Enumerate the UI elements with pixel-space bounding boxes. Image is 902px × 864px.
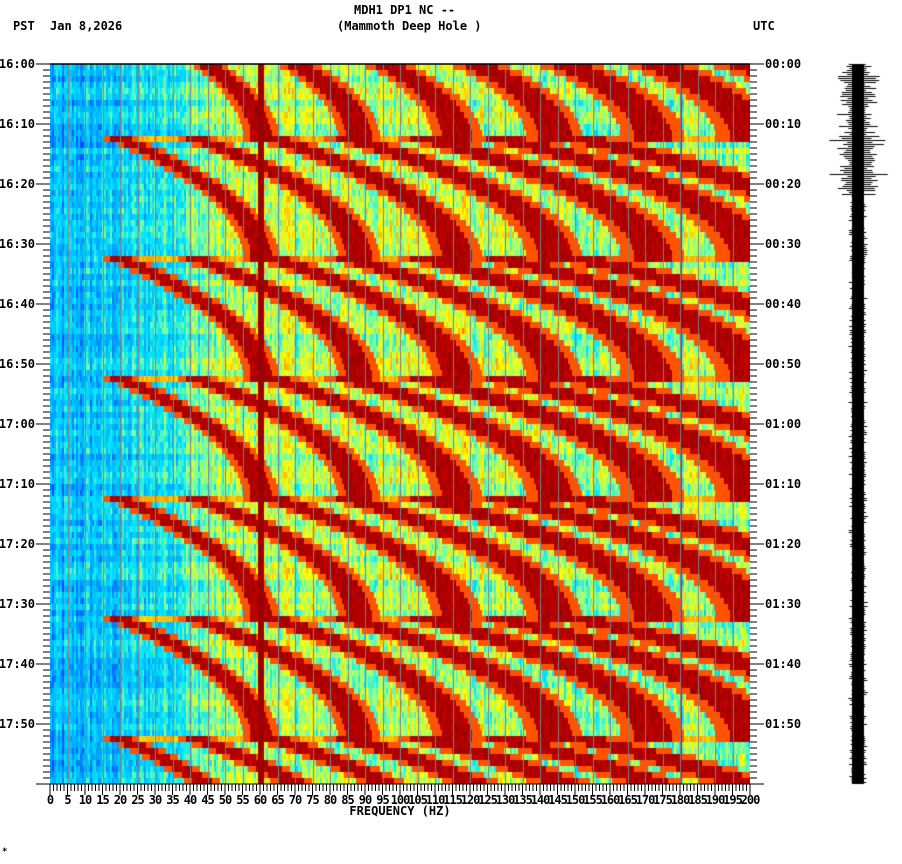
right-time-label: 00:30 [765, 237, 801, 251]
freq-tick-label: 115 [443, 793, 462, 807]
freq-tick-label: 80 [324, 793, 337, 807]
freq-tick-label: 5 [64, 793, 71, 807]
date-label: Jan 8,2026 [50, 19, 123, 33]
right-time-label: 01:50 [765, 717, 801, 731]
footer-mark: * [2, 847, 8, 857]
freq-tick-label: 65 [271, 793, 284, 807]
freq-tick-label: 30 [149, 793, 162, 807]
left-time-label: 16:30 [0, 237, 35, 251]
freq-tick-label: 75 [306, 793, 319, 807]
left-time-label: 17:20 [0, 537, 35, 551]
freq-tick-label: 90 [359, 793, 372, 807]
freq-tick-label: 60 [254, 793, 267, 807]
freq-tick-label: 195 [723, 793, 742, 807]
freq-tick-label: 175 [653, 793, 672, 807]
freq-tick-label: 15 [96, 793, 109, 807]
freq-tick-label: 140 [531, 793, 550, 807]
right-time-label: 01:00 [765, 417, 801, 431]
freq-tick-label: 0 [47, 793, 54, 807]
freq-tick-label: 110 [426, 793, 445, 807]
freq-tick-label: 125 [478, 793, 497, 807]
freq-tick-label: 20 [114, 793, 127, 807]
freq-tick-label: 160 [601, 793, 620, 807]
right-time-label: 00:10 [765, 117, 801, 131]
freq-tick-label: 40 [184, 793, 197, 807]
left-time-label: 16:00 [0, 57, 35, 71]
freq-tick-label: 135 [513, 793, 532, 807]
freq-tick-label: 45 [201, 793, 214, 807]
right-time-label: 01:10 [765, 477, 801, 491]
right-time-label: 00:20 [765, 177, 801, 191]
freq-tick-label: 200 [741, 793, 760, 807]
freq-tick-label: 50 [219, 793, 232, 807]
right-timezone-label: UTC [753, 19, 775, 33]
left-time-label: 17:10 [0, 477, 35, 491]
left-time-label: 16:20 [0, 177, 35, 191]
freq-tick-label: 100 [391, 793, 410, 807]
left-time-label: 17:50 [0, 717, 35, 731]
freq-tick-label: 95 [376, 793, 389, 807]
right-time-label: 01:20 [765, 537, 801, 551]
freq-tick-label: 105 [408, 793, 427, 807]
right-time-label: 01:40 [765, 657, 801, 671]
freq-tick-label: 185 [688, 793, 707, 807]
freq-tick-label: 180 [671, 793, 690, 807]
freq-tick-label: 70 [289, 793, 302, 807]
left-time-label: 16:40 [0, 297, 35, 311]
right-time-label: 00:40 [765, 297, 801, 311]
freq-tick-label: 35 [166, 793, 179, 807]
right-time-label: 00:00 [765, 57, 801, 71]
freq-tick-label: 145 [548, 793, 567, 807]
freq-tick-label: 165 [618, 793, 637, 807]
freq-tick-label: 85 [341, 793, 354, 807]
freq-tick-label: 120 [461, 793, 480, 807]
freq-tick-label: 155 [583, 793, 602, 807]
freq-tick-label: 130 [496, 793, 515, 807]
freq-tick-label: 25 [131, 793, 144, 807]
x-axis-label: FREQUENCY (HZ) [349, 804, 450, 818]
freq-tick-label: 10 [79, 793, 92, 807]
freq-tick-label: 190 [706, 793, 725, 807]
left-time-label: 17:30 [0, 597, 35, 611]
freq-tick-label: 55 [236, 793, 249, 807]
seismogram-trace [820, 60, 900, 790]
right-time-label: 00:50 [765, 357, 801, 371]
left-time-label: 17:40 [0, 657, 35, 671]
left-timezone-label: PST [13, 19, 35, 33]
left-time-label: 16:50 [0, 357, 35, 371]
station-name: (Mammoth Deep Hole ) [337, 19, 482, 33]
freq-tick-label: 170 [636, 793, 655, 807]
left-time-label: 16:10 [0, 117, 35, 131]
spectrogram-heatmap [50, 64, 750, 784]
station-title: MDH1 DP1 NC -- [354, 3, 456, 17]
freq-tick-label: 150 [566, 793, 585, 807]
right-time-label: 01:30 [765, 597, 801, 611]
left-time-label: 17:00 [0, 417, 35, 431]
